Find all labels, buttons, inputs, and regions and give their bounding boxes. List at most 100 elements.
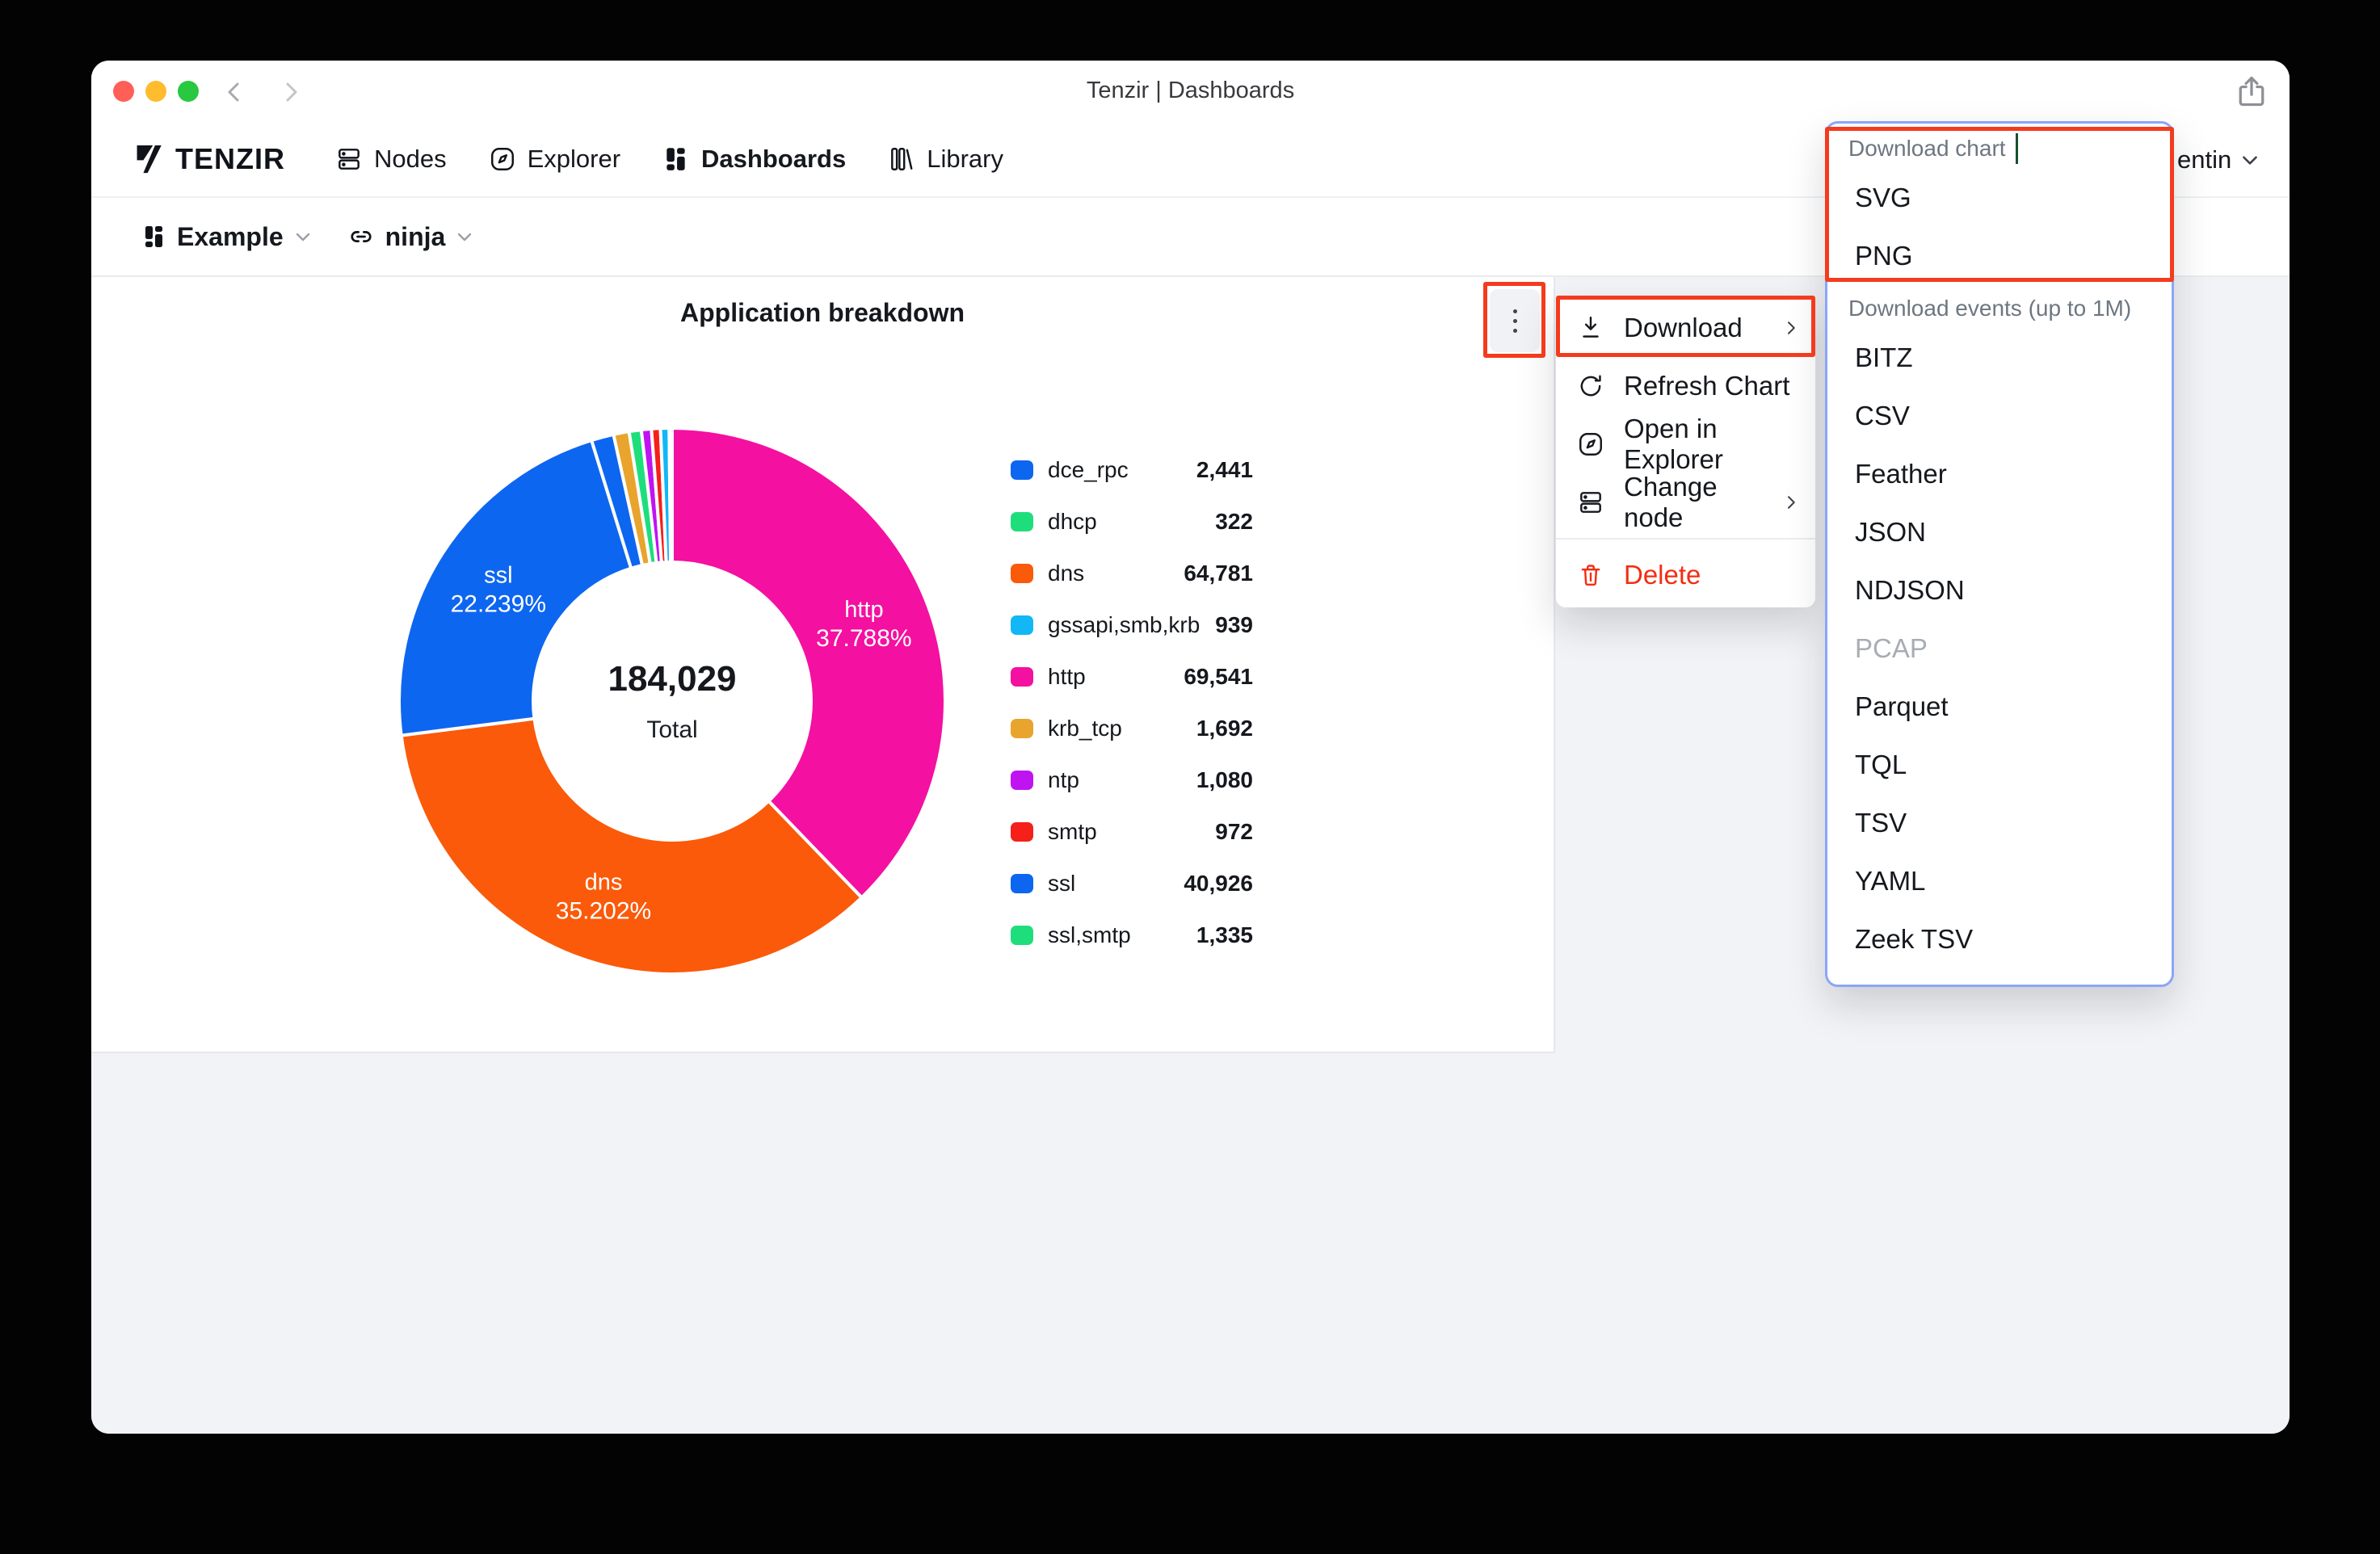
legend-value: 1,335 xyxy=(1196,922,1253,947)
slice-label-percent: 37.788% xyxy=(816,625,911,652)
submenu-header-label: Download chart xyxy=(1848,136,2006,161)
legend-label: ntp xyxy=(1048,767,1079,792)
chevron-down-icon xyxy=(458,233,472,242)
tenzir-logo[interactable]: TENZIR xyxy=(132,142,285,176)
history-back-icon[interactable] xyxy=(221,78,248,106)
submenu-item-tsv[interactable]: TSV xyxy=(1855,808,1907,838)
donut-chart[interactable]: http 37.788% dns 35.202% ssl 22.239% xyxy=(381,410,963,992)
nav-item-nodes[interactable]: Nodes xyxy=(335,145,447,174)
donut-total-value: 184,029 xyxy=(608,659,737,699)
text-cursor xyxy=(2015,133,2018,164)
submenu-item-csv[interactable]: CSV xyxy=(1855,401,1910,430)
submenu-item-yaml[interactable]: YAML xyxy=(1855,866,1926,896)
legend-row[interactable]: dns 64,781 xyxy=(1011,548,1253,599)
nav-item-explorer[interactable]: Explorer xyxy=(489,145,620,174)
share-icon[interactable] xyxy=(2234,74,2269,109)
submenu-item-tql[interactable]: TQL xyxy=(1855,750,1907,779)
legend-value: 939 xyxy=(1215,612,1253,637)
legend-row[interactable]: krb_tcp 1,692 xyxy=(1011,703,1253,754)
nav-item-dashboards[interactable]: Dashboards xyxy=(662,145,846,174)
nav-item-library[interactable]: Library xyxy=(888,145,1003,174)
user-menu[interactable]: entin xyxy=(2177,121,2260,198)
minimize-window-button[interactable] xyxy=(145,81,166,102)
legend-label: ssl,smtp xyxy=(1048,922,1131,947)
legend-row[interactable]: ntp 1,080 xyxy=(1011,754,1253,806)
dashboard-grid-icon xyxy=(145,226,162,247)
legend-row[interactable]: http 69,541 xyxy=(1011,651,1253,703)
chevron-down-icon xyxy=(296,233,309,242)
submenu-item-json[interactable]: JSON xyxy=(1855,517,1927,547)
nav-item-label: Library xyxy=(927,144,1003,173)
library-icon xyxy=(888,145,915,173)
maximize-window-button[interactable] xyxy=(178,81,199,102)
donut-slice-ssl[interactable] xyxy=(397,439,633,737)
legend-swatch xyxy=(1011,615,1033,635)
app-window: Tenzir | Dashboards TENZIR Nodes Explorer… xyxy=(91,61,2290,1434)
node-selector-label: ninja xyxy=(385,221,446,251)
submenu-item-zeek-tsv[interactable]: Zeek TSV xyxy=(1855,924,1974,954)
slice-label-name: http xyxy=(844,597,883,623)
submenu-item-bitz[interactable]: BITZ xyxy=(1855,342,1913,372)
legend-swatch xyxy=(1011,564,1033,583)
dashboard-selector[interactable]: Example xyxy=(141,222,313,252)
window-title: Tenzir | Dashboards xyxy=(1086,78,1295,103)
menu-item-download[interactable]: Download xyxy=(1556,299,1815,357)
kebab-icon xyxy=(1512,309,1517,333)
chevron-down-icon xyxy=(2243,155,2258,165)
slice-label-percent: 35.202% xyxy=(556,898,651,925)
nav-item-label: Nodes xyxy=(374,144,447,173)
chart-context-menu: Download Refresh Chart Open in Explorer … xyxy=(1556,296,1815,607)
tenzir-logo-icon xyxy=(137,145,162,173)
donut-slice-dhcp[interactable] xyxy=(667,426,674,564)
submenu-item-png[interactable]: PNG xyxy=(1855,241,1913,271)
submenu-item-parquet[interactable]: Parquet xyxy=(1855,691,1949,721)
submenu-item-ndjson[interactable]: NDJSON xyxy=(1855,575,1965,605)
menu-item-refresh-chart[interactable]: Refresh Chart xyxy=(1556,357,1815,415)
legend-row[interactable]: ssl 40,926 xyxy=(1011,858,1253,909)
menu-item-label: Change node xyxy=(1624,472,1718,532)
legend-swatch xyxy=(1011,874,1033,893)
legend-label: ssl xyxy=(1048,871,1076,896)
nav-items: Nodes Explorer Dashboards Library xyxy=(335,145,1003,174)
chart-legend: dce_rpc 2,441 dhcp 322 dns 64,781 gssapi… xyxy=(1011,444,1253,961)
slice-label-name: ssl xyxy=(484,562,512,588)
menu-item-label: Refresh Chart xyxy=(1624,371,1790,401)
menu-item-delete[interactable]: Delete xyxy=(1556,546,1815,604)
legend-swatch xyxy=(1011,771,1033,790)
donut-slice-dns[interactable] xyxy=(399,716,864,976)
submenu-item-pcap: PCAP xyxy=(1855,633,1928,663)
donut-total-caption: Total xyxy=(646,716,698,743)
legend-row[interactable]: dhcp 322 xyxy=(1011,496,1253,548)
menu-item-change-node[interactable]: Change node xyxy=(1556,472,1815,532)
menu-item-open-in-explorer[interactable]: Open in Explorer xyxy=(1556,414,1815,474)
legend-row[interactable]: smtp 972 xyxy=(1011,806,1253,858)
donut-center-label: 184,029 Total xyxy=(511,647,834,749)
legend-value: 40,926 xyxy=(1184,871,1253,896)
chart-card: Application breakdown http 37.788% dns 35… xyxy=(91,277,1555,1053)
node-selector[interactable]: ninja xyxy=(347,222,475,252)
legend-swatch xyxy=(1011,460,1033,480)
legend-value: 1,692 xyxy=(1196,716,1253,741)
legend-swatch xyxy=(1011,667,1033,687)
legend-value: 64,781 xyxy=(1184,561,1253,586)
legend-row[interactable]: ssl,smtp 1,335 xyxy=(1011,909,1253,961)
legend-label: dhcp xyxy=(1048,509,1097,534)
compass-icon xyxy=(489,145,516,173)
chart-title: Application breakdown xyxy=(679,298,965,327)
slice-label-percent: 22.239% xyxy=(451,590,546,617)
close-window-button[interactable] xyxy=(113,81,134,102)
legend-swatch xyxy=(1011,926,1033,945)
legend-value: 322 xyxy=(1215,509,1253,534)
legend-row[interactable]: dce_rpc 2,441 xyxy=(1011,444,1253,496)
submenu-item-feather[interactable]: Feather xyxy=(1855,459,1947,489)
donut-slice-http[interactable] xyxy=(671,426,947,900)
user-name: entin xyxy=(2177,145,2232,174)
legend-label: dns xyxy=(1048,561,1085,586)
history-forward-icon[interactable] xyxy=(277,78,305,106)
submenu-item-svg[interactable]: SVG xyxy=(1855,183,1911,212)
legend-row[interactable]: gssapi,smb,krb 939 xyxy=(1011,599,1253,651)
legend-value: 69,541 xyxy=(1184,664,1253,689)
submenu-section-header: Download chart xyxy=(1827,128,2172,169)
chart-kebab-button[interactable] xyxy=(1490,289,1540,352)
